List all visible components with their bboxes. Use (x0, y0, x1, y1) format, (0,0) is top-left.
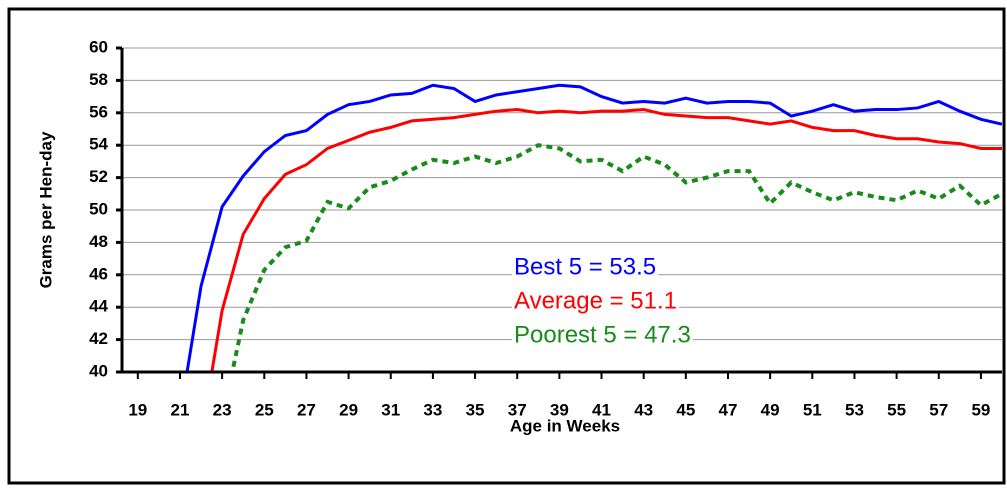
y-tick-label: 52 (89, 167, 108, 186)
y-tick-label: 44 (89, 297, 108, 316)
x-tick-label: 19 (128, 400, 147, 419)
x-tick-label: 49 (761, 400, 780, 419)
x-tick-label: 45 (676, 400, 695, 419)
y-tick-label: 56 (89, 102, 108, 121)
x-tick-label: 55 (887, 400, 906, 419)
x-tick-label: 31 (381, 400, 400, 419)
x-tick-label: 47 (719, 400, 738, 419)
legend-label: Average = 51.1 (514, 287, 677, 314)
x-tick-label: 53 (845, 400, 864, 419)
x-tick-label: 39 (550, 400, 569, 419)
x-tick-label: 25 (255, 400, 274, 419)
legend-label: Poorest 5 = 47.3 (514, 321, 691, 348)
y-tick-label: 60 (89, 37, 108, 56)
x-tick-label: 59 (971, 400, 990, 419)
y-tick-label: 46 (89, 264, 108, 283)
y-tick-label: 48 (89, 232, 108, 251)
series-line (230, 143, 1002, 372)
y-tick-label: 58 (89, 70, 108, 89)
legend-label: Best 5 = 53.5 (514, 253, 656, 280)
x-tick-label: 23 (213, 400, 232, 419)
x-tick-label: 35 (466, 400, 485, 419)
series-line (210, 108, 1002, 372)
x-tick-label: 37 (508, 400, 527, 419)
legend-background (512, 287, 680, 315)
y-tick-label: 42 (89, 329, 108, 348)
x-tick-label: 57 (929, 400, 948, 419)
legend-background (512, 321, 693, 349)
x-tick-label: 29 (339, 400, 358, 419)
legend-background (512, 253, 659, 281)
x-tick-label: 27 (297, 400, 316, 419)
y-tick-label: 54 (89, 135, 108, 154)
plot-lines (185, 83, 1002, 372)
x-tick-label: 33 (423, 400, 442, 419)
x-tick-label: 51 (803, 400, 822, 419)
x-tick-label: 41 (592, 400, 611, 419)
x-tick-label: 43 (634, 400, 653, 419)
chart-frame (7, 7, 1006, 485)
y-axis-title: Grams per Hen-day (36, 131, 55, 288)
y-tick-label: 40 (89, 361, 108, 380)
y-tick-label: 50 (89, 199, 108, 218)
series-line (185, 83, 1002, 372)
x-axis-title: Age in Weeks (510, 416, 620, 435)
x-tick-label: 21 (171, 400, 190, 419)
